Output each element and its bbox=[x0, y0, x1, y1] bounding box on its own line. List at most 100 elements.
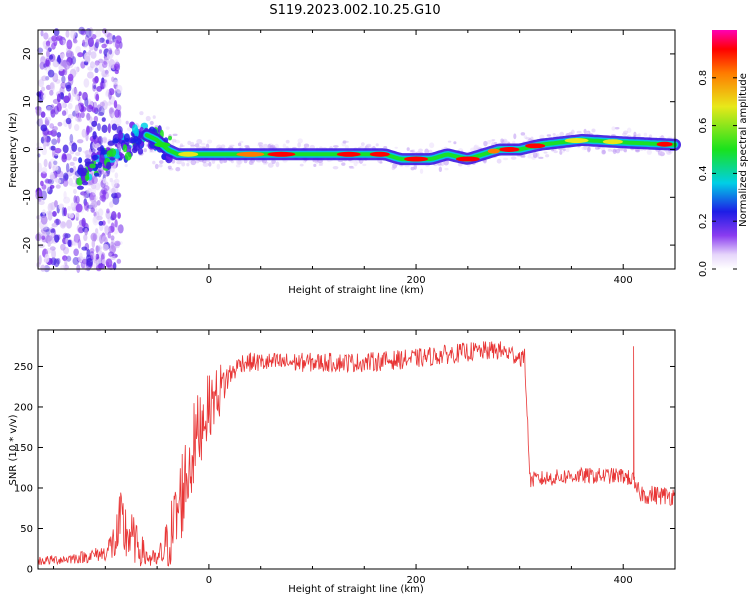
spectrogram-cell bbox=[61, 75, 66, 84]
colorbar-ticks: 0.0 0.2 0.4 0.6 0.8 bbox=[698, 70, 737, 277]
spectrogram-cell bbox=[152, 160, 156, 165]
spectrogram-cell bbox=[419, 168, 424, 174]
spectrogram-cell bbox=[55, 179, 62, 184]
spectrogram-cell bbox=[60, 39, 64, 45]
spectrogram-cell bbox=[40, 111, 46, 118]
spectrogram-cell bbox=[43, 158, 48, 168]
spectrogram-cell bbox=[55, 35, 63, 41]
spectrogram-hotspot bbox=[499, 147, 520, 152]
y-tick-label: -20 bbox=[22, 237, 33, 253]
spectrogram-cell bbox=[196, 139, 203, 145]
spectrogram-cell bbox=[567, 132, 573, 136]
spectrogram-cell bbox=[341, 162, 346, 166]
spectrogram-cell bbox=[75, 46, 82, 55]
spectrogram-cell bbox=[42, 209, 46, 215]
spectrogram-cell bbox=[74, 104, 79, 114]
spectrogram-cell bbox=[87, 204, 94, 209]
spectrogram-cell bbox=[48, 161, 52, 170]
spectrogram-cell bbox=[107, 123, 111, 134]
spectrogram-cell bbox=[92, 82, 97, 92]
spectrogram-cell bbox=[81, 246, 88, 251]
spectrogram-cell bbox=[362, 163, 367, 167]
spectrogram-cell bbox=[41, 86, 46, 92]
spectrogram-cell bbox=[39, 61, 45, 70]
spectrogram-cell bbox=[171, 138, 177, 143]
spectrogram-cell bbox=[110, 167, 115, 173]
snr-panel: 0 200 400 0 50 100 150 200 250 Height of straig… bbox=[8, 329, 676, 595]
spectrogram-cell bbox=[235, 164, 241, 168]
spectrogram-hotspot bbox=[369, 151, 390, 157]
spectrogram-cell bbox=[57, 121, 63, 127]
spectrogram-cell bbox=[99, 234, 104, 244]
spectrogram-cell bbox=[483, 140, 488, 147]
spectrogram-cell bbox=[545, 154, 550, 158]
spectrogram-cell bbox=[124, 163, 128, 168]
spectrogram-cell bbox=[84, 158, 91, 164]
spectrogram-cell bbox=[56, 132, 62, 138]
y-tick-label: 10 bbox=[22, 95, 33, 108]
spectrogram-cell bbox=[52, 126, 58, 132]
spectrogram-cell bbox=[237, 142, 242, 147]
spectrogram-hotspot bbox=[564, 138, 589, 144]
spectrogram-cell bbox=[107, 217, 111, 224]
spectrogram-cell bbox=[107, 47, 113, 55]
spectrogram-cell bbox=[44, 57, 51, 68]
spectrogram-cell bbox=[659, 151, 664, 157]
spectrogram-cell bbox=[239, 140, 244, 144]
spectrogram-cell bbox=[54, 234, 60, 243]
spectrogram-cell bbox=[119, 153, 125, 159]
spectrogram-cell bbox=[41, 92, 46, 100]
spectrogram-x-label: Height of straight line (km) bbox=[288, 285, 424, 296]
spectrogram-cell bbox=[106, 89, 110, 97]
spectrogram-cell bbox=[98, 106, 105, 116]
spectrogram-cell bbox=[59, 221, 67, 229]
spectrogram-cell bbox=[244, 144, 250, 148]
spectrogram-cell bbox=[92, 131, 97, 140]
spectrogram-cell bbox=[98, 63, 105, 72]
spectrogram-cell bbox=[84, 227, 88, 236]
y-tick-label: 150 bbox=[14, 443, 33, 454]
spectrogram-cell bbox=[45, 44, 52, 52]
snr-y-label: SNR (10 * v/v) bbox=[8, 414, 19, 485]
spectrogram-cell bbox=[78, 157, 83, 164]
spectrogram-cell bbox=[101, 79, 107, 84]
spectrogram-cell bbox=[343, 140, 349, 143]
spectrogram-cell bbox=[562, 148, 566, 152]
spectrogram-cell bbox=[74, 111, 78, 122]
spectrogram-cell bbox=[53, 154, 59, 159]
spectrogram-cell bbox=[95, 30, 102, 38]
spectrogram-cell bbox=[79, 104, 85, 113]
spectrogram-cell bbox=[115, 39, 120, 50]
spectrogram-cell bbox=[539, 134, 545, 140]
spectrogram-cell bbox=[40, 215, 48, 225]
spectrogram-cell bbox=[344, 145, 350, 150]
spectrogram-cell bbox=[85, 55, 91, 63]
spectrogram-cell bbox=[98, 220, 104, 226]
spectrogram-cell bbox=[576, 130, 582, 134]
spectrogram-cell bbox=[97, 123, 101, 131]
spectrogram-cell bbox=[90, 184, 97, 190]
spectrogram-cell bbox=[75, 203, 83, 213]
spectrogram-cell bbox=[107, 231, 111, 239]
spectrogram-cell bbox=[37, 93, 44, 103]
spectrogram-hotspot bbox=[267, 151, 296, 157]
spectrogram-cell bbox=[106, 150, 113, 158]
colorbar: 0.0 0.2 0.4 0.6 0.8 Normalized spectral ampl… bbox=[698, 30, 749, 277]
spectrogram-cell bbox=[103, 185, 110, 192]
spectrogram-cell bbox=[101, 43, 107, 49]
spectrogram-cell bbox=[85, 112, 90, 118]
spectrogram-cell bbox=[39, 56, 46, 65]
spectrogram-cell bbox=[77, 52, 84, 58]
spectrogram-cell bbox=[113, 228, 119, 235]
spectrogram-cell bbox=[36, 146, 43, 151]
spectrogram-cell bbox=[601, 149, 606, 155]
spectrogram-cell bbox=[110, 187, 116, 194]
spectrogram-cell bbox=[51, 35, 57, 42]
spectrogram-x-ticks: 0 200 400 bbox=[53, 30, 676, 286]
spectrogram-cell bbox=[79, 252, 83, 261]
spectrogram-cell bbox=[106, 101, 112, 106]
spectrogram-hotspot bbox=[656, 141, 673, 147]
spectrogram-cell bbox=[424, 148, 429, 155]
spectrogram-cell bbox=[65, 30, 70, 38]
spectrogram-cell bbox=[113, 178, 120, 184]
